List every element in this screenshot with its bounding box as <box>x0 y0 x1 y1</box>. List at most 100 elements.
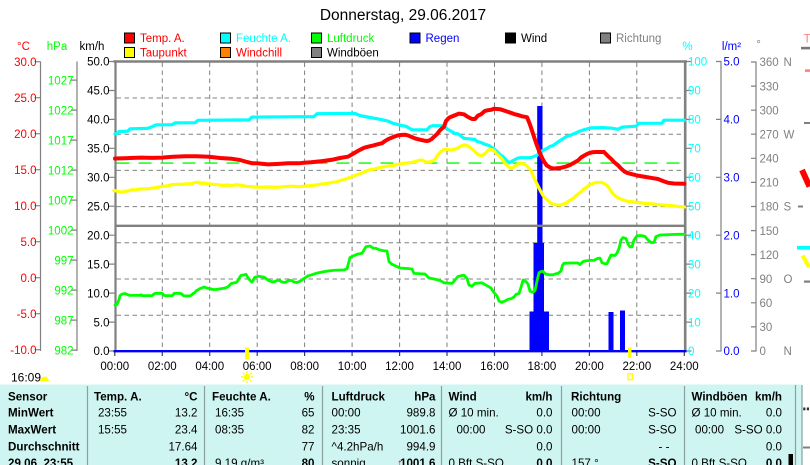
svg-text:50.0: 50.0 <box>87 57 109 69</box>
svg-text:Donnerstag, 29.06.2017: Donnerstag, 29.06.2017 <box>320 7 486 24</box>
svg-text:30: 30 <box>760 322 773 334</box>
svg-text:Richtung: Richtung <box>571 391 621 404</box>
svg-text:0.0: 0.0 <box>536 441 552 454</box>
svg-text:0.0: 0.0 <box>766 441 782 454</box>
svg-text:°C: °C <box>17 41 30 53</box>
svg-text:Wind: Wind <box>449 391 477 404</box>
svg-text:Wind: Wind <box>521 33 547 45</box>
svg-text:S-SO: S-SO <box>648 407 676 420</box>
svg-text:0.0: 0.0 <box>766 407 782 420</box>
svg-text:-5.0: -5.0 <box>17 309 37 321</box>
svg-text:16:09: 16:09 <box>11 371 41 385</box>
svg-text:16:35: 16:35 <box>215 407 244 420</box>
svg-text:992: 992 <box>54 285 73 297</box>
svg-text:1027: 1027 <box>48 75 74 87</box>
svg-text:Richtung: Richtung <box>616 33 661 45</box>
svg-text:60: 60 <box>760 298 773 310</box>
svg-text:%: % <box>304 391 314 404</box>
svg-text:18:00: 18:00 <box>528 361 557 373</box>
svg-text:1001.6: 1001.6 <box>400 424 435 437</box>
svg-text:10:00: 10:00 <box>338 361 367 373</box>
svg-text:S-SO 0.0: S-SO 0.0 <box>505 424 553 437</box>
svg-text:330: 330 <box>760 81 779 93</box>
svg-text:Temp. A.: Temp. A. <box>140 33 185 45</box>
svg-text:50: 50 <box>688 201 701 213</box>
svg-text:O: O <box>784 274 793 286</box>
svg-text:0.0: 0.0 <box>536 457 552 465</box>
svg-text:82: 82 <box>302 424 315 437</box>
svg-text:997: 997 <box>54 255 73 267</box>
svg-text:Ø 10 min.: Ø 10 min. <box>449 407 499 420</box>
svg-text:16:00: 16:00 <box>480 361 509 373</box>
svg-text:24:00: 24:00 <box>670 361 699 373</box>
svg-text:Ø 10 min.: Ø 10 min. <box>692 407 742 420</box>
svg-text:0.Bft S-SO: 0.Bft S-SO <box>449 457 504 465</box>
svg-text:30.0: 30.0 <box>87 173 109 185</box>
svg-text:Feuchte A.: Feuchte A. <box>236 33 291 45</box>
svg-text:km/h: km/h <box>80 41 105 53</box>
svg-text:157 °: 157 ° <box>572 457 599 465</box>
svg-text:77: 77 <box>302 441 315 454</box>
svg-text:00:00: 00:00 <box>695 424 724 437</box>
svg-text:N: N <box>784 57 792 69</box>
svg-text:1012: 1012 <box>48 165 74 177</box>
svg-text:00:00: 00:00 <box>456 424 485 437</box>
svg-text:0.0: 0.0 <box>21 273 37 285</box>
svg-text:20.0: 20.0 <box>87 230 109 242</box>
svg-text:35.0: 35.0 <box>87 144 109 156</box>
svg-text:22:00: 22:00 <box>622 361 651 373</box>
svg-text:1001.6: 1001.6 <box>400 457 436 465</box>
svg-text:0.Bft S-SO: 0.Bft S-SO <box>692 457 747 465</box>
svg-text:S-SO: S-SO <box>648 424 676 437</box>
svg-text:00:00: 00:00 <box>332 407 361 420</box>
svg-text:0.0: 0.0 <box>766 457 782 465</box>
svg-text:989.8: 989.8 <box>406 407 435 420</box>
svg-text:150: 150 <box>760 226 779 238</box>
svg-text:23.4: 23.4 <box>175 424 198 437</box>
svg-text:40: 40 <box>688 230 701 242</box>
svg-text:S-SO 0.0: S-SO 0.0 <box>734 424 782 437</box>
svg-text:29.06. 23:55: 29.06. 23:55 <box>8 457 74 465</box>
svg-text:T: T <box>804 32 810 46</box>
svg-text:0.0: 0.0 <box>724 346 740 358</box>
svg-text:40.0: 40.0 <box>87 115 109 127</box>
svg-text:0.0: 0.0 <box>536 407 552 420</box>
svg-text:70: 70 <box>688 144 701 156</box>
svg-text:S-SO: S-SO <box>648 457 676 465</box>
svg-text:65: 65 <box>302 407 315 420</box>
svg-text:23:55: 23:55 <box>98 407 127 420</box>
svg-text:N: N <box>784 346 792 358</box>
svg-text:Sensor: Sensor <box>8 391 48 404</box>
svg-text:°C: °C <box>184 391 198 404</box>
svg-text:210: 210 <box>760 178 779 190</box>
svg-text:80: 80 <box>688 115 701 127</box>
svg-text:08:00: 08:00 <box>290 361 319 373</box>
svg-text:Feuchte A.: Feuchte A. <box>212 391 271 404</box>
svg-text:Luftdruck: Luftdruck <box>327 33 375 45</box>
svg-text:20: 20 <box>688 288 701 300</box>
svg-text:3.0: 3.0 <box>724 173 740 185</box>
svg-text:l/m²: l/m² <box>722 41 741 53</box>
svg-text:Regen: Regen <box>426 33 460 45</box>
svg-text:300: 300 <box>760 105 779 117</box>
svg-text:0: 0 <box>760 346 766 358</box>
svg-text:5.0: 5.0 <box>724 57 740 69</box>
svg-text:-10.0: -10.0 <box>10 345 36 357</box>
svg-text:%: % <box>682 41 692 53</box>
svg-text:9.19 g/m³: 9.19 g/m³ <box>215 457 264 465</box>
svg-text:180: 180 <box>760 202 779 214</box>
svg-text:^4.2hPa/h: ^4.2hPa/h <box>332 441 384 454</box>
svg-text:15:55: 15:55 <box>98 424 127 437</box>
svg-text:06:00: 06:00 <box>243 361 272 373</box>
svg-text:0: 0 <box>688 346 694 358</box>
svg-text:15.0: 15.0 <box>14 165 36 177</box>
svg-text:10: 10 <box>688 317 701 329</box>
svg-text:W: W <box>784 129 795 141</box>
svg-text:MinWert: MinWert <box>8 407 54 420</box>
svg-text:45.0: 45.0 <box>87 86 109 98</box>
svg-text:km/h: km/h <box>525 391 552 404</box>
svg-text:20.0: 20.0 <box>14 129 36 141</box>
svg-text:5.0: 5.0 <box>21 237 37 249</box>
svg-text:25.0: 25.0 <box>87 201 109 213</box>
svg-text:30: 30 <box>688 259 701 271</box>
